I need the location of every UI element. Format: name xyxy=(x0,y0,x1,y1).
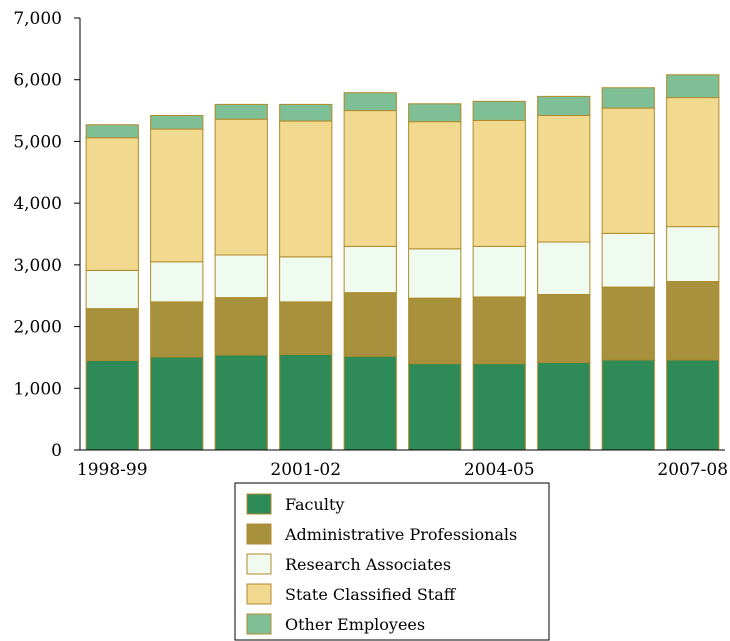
bar-segment-research-associates xyxy=(279,256,333,303)
bar-segment-faculty xyxy=(408,363,462,451)
bar-segment-other-employees xyxy=(408,103,462,123)
bar-segment-administrative-professionals xyxy=(601,286,655,361)
bar-segment-administrative-professionals xyxy=(472,296,526,365)
legend: Faculty Administrative Professionals Resea… xyxy=(234,482,550,641)
bar-segment-research-associates xyxy=(214,254,268,299)
y-axis: 0 1,000 2,000 3,000 4,000 5,000 6,000 7,000 xyxy=(13,9,81,461)
y-tick-label: 7,000 xyxy=(13,9,62,29)
bar-segment-other-employees xyxy=(214,103,268,120)
bar-segment-faculty xyxy=(537,361,591,451)
y-tick-label: 4,000 xyxy=(13,194,62,214)
bar-segment-research-associates xyxy=(343,245,397,294)
bar-segment-state-classified-staff xyxy=(601,107,655,234)
bar-segment-faculty xyxy=(85,360,139,451)
bar-segment-research-associates xyxy=(666,226,720,283)
bar-segment-administrative-professionals xyxy=(150,301,204,358)
bar-segment-state-classified-staff xyxy=(408,121,462,250)
bar-segment-faculty xyxy=(279,353,333,451)
bar-segment-faculty xyxy=(343,355,397,451)
y-tick-label: 2,000 xyxy=(13,318,62,338)
legend-label: Faculty xyxy=(285,495,344,514)
bar-segment-faculty xyxy=(150,356,204,451)
bars xyxy=(85,74,720,451)
bar-segment-state-classified-staff xyxy=(279,120,333,258)
bar-segment-administrative-professionals xyxy=(537,293,591,363)
x-tick-label: 1998-99 xyxy=(77,460,148,480)
bar-segment-other-employees xyxy=(150,115,204,130)
bar-segment-faculty xyxy=(666,359,720,451)
bar-segment-state-classified-staff xyxy=(666,97,720,228)
bar-segment-administrative-professionals xyxy=(85,308,139,362)
bar-segment-other-employees xyxy=(601,87,655,109)
bar-segment-faculty xyxy=(601,359,655,451)
bar-segment-administrative-professionals xyxy=(666,281,720,361)
bar-segment-state-classified-staff xyxy=(150,128,204,263)
bar-segment-research-associates xyxy=(472,245,526,298)
bar-segment-faculty xyxy=(472,363,526,451)
bar-segment-research-associates xyxy=(85,269,139,310)
bar-segment-other-employees xyxy=(537,95,591,117)
y-tick-label: 6,000 xyxy=(13,71,62,91)
y-tick-label: 5,000 xyxy=(13,132,62,152)
legend-swatch xyxy=(246,583,272,605)
legend-label: State Classified Staff xyxy=(285,585,457,604)
bar-segment-administrative-professionals xyxy=(279,301,333,355)
legend-label: Other Employees xyxy=(285,615,425,634)
y-tick-label: 1,000 xyxy=(13,379,62,399)
bar-segment-state-classified-staff xyxy=(472,119,526,247)
bar-segment-research-associates xyxy=(601,232,655,288)
bar-segment-research-associates xyxy=(408,248,462,299)
x-tick-label: 2007-08 xyxy=(657,460,728,480)
bar-segment-state-classified-staff xyxy=(537,115,591,243)
x-tick-label: 2004-05 xyxy=(464,460,535,480)
legend-swatch xyxy=(246,613,272,635)
legend-swatch xyxy=(246,553,272,575)
y-tick-label: 3,000 xyxy=(13,256,62,276)
bar-segment-faculty xyxy=(214,354,268,451)
bar-segment-other-employees xyxy=(472,100,526,121)
bar-segment-research-associates xyxy=(537,241,591,295)
y-tick-label: 0 xyxy=(51,441,62,461)
bar-segment-research-associates xyxy=(150,261,204,303)
x-tick-label: 2001-02 xyxy=(270,460,341,480)
bar-segment-administrative-professionals xyxy=(214,297,268,356)
bar-segment-other-employees xyxy=(85,124,139,139)
bar-segment-other-employees xyxy=(666,74,720,99)
bar-segment-administrative-professionals xyxy=(408,297,462,365)
x-axis: 1998-99 2001-02 2004-05 2007-08 xyxy=(77,449,728,480)
bar-segment-state-classified-staff xyxy=(85,137,139,271)
legend-swatch xyxy=(246,493,272,515)
bar-segment-other-employees xyxy=(279,103,333,122)
bar-segment-state-classified-staff xyxy=(343,110,397,247)
legend-label: Research Associates xyxy=(285,555,451,574)
bar-segment-state-classified-staff xyxy=(214,118,268,256)
bar-segment-other-employees xyxy=(343,92,397,112)
bar-segment-administrative-professionals xyxy=(343,292,397,357)
legend-swatch xyxy=(246,523,272,545)
legend-box xyxy=(234,482,550,641)
legend-label: Administrative Professionals xyxy=(284,525,517,544)
